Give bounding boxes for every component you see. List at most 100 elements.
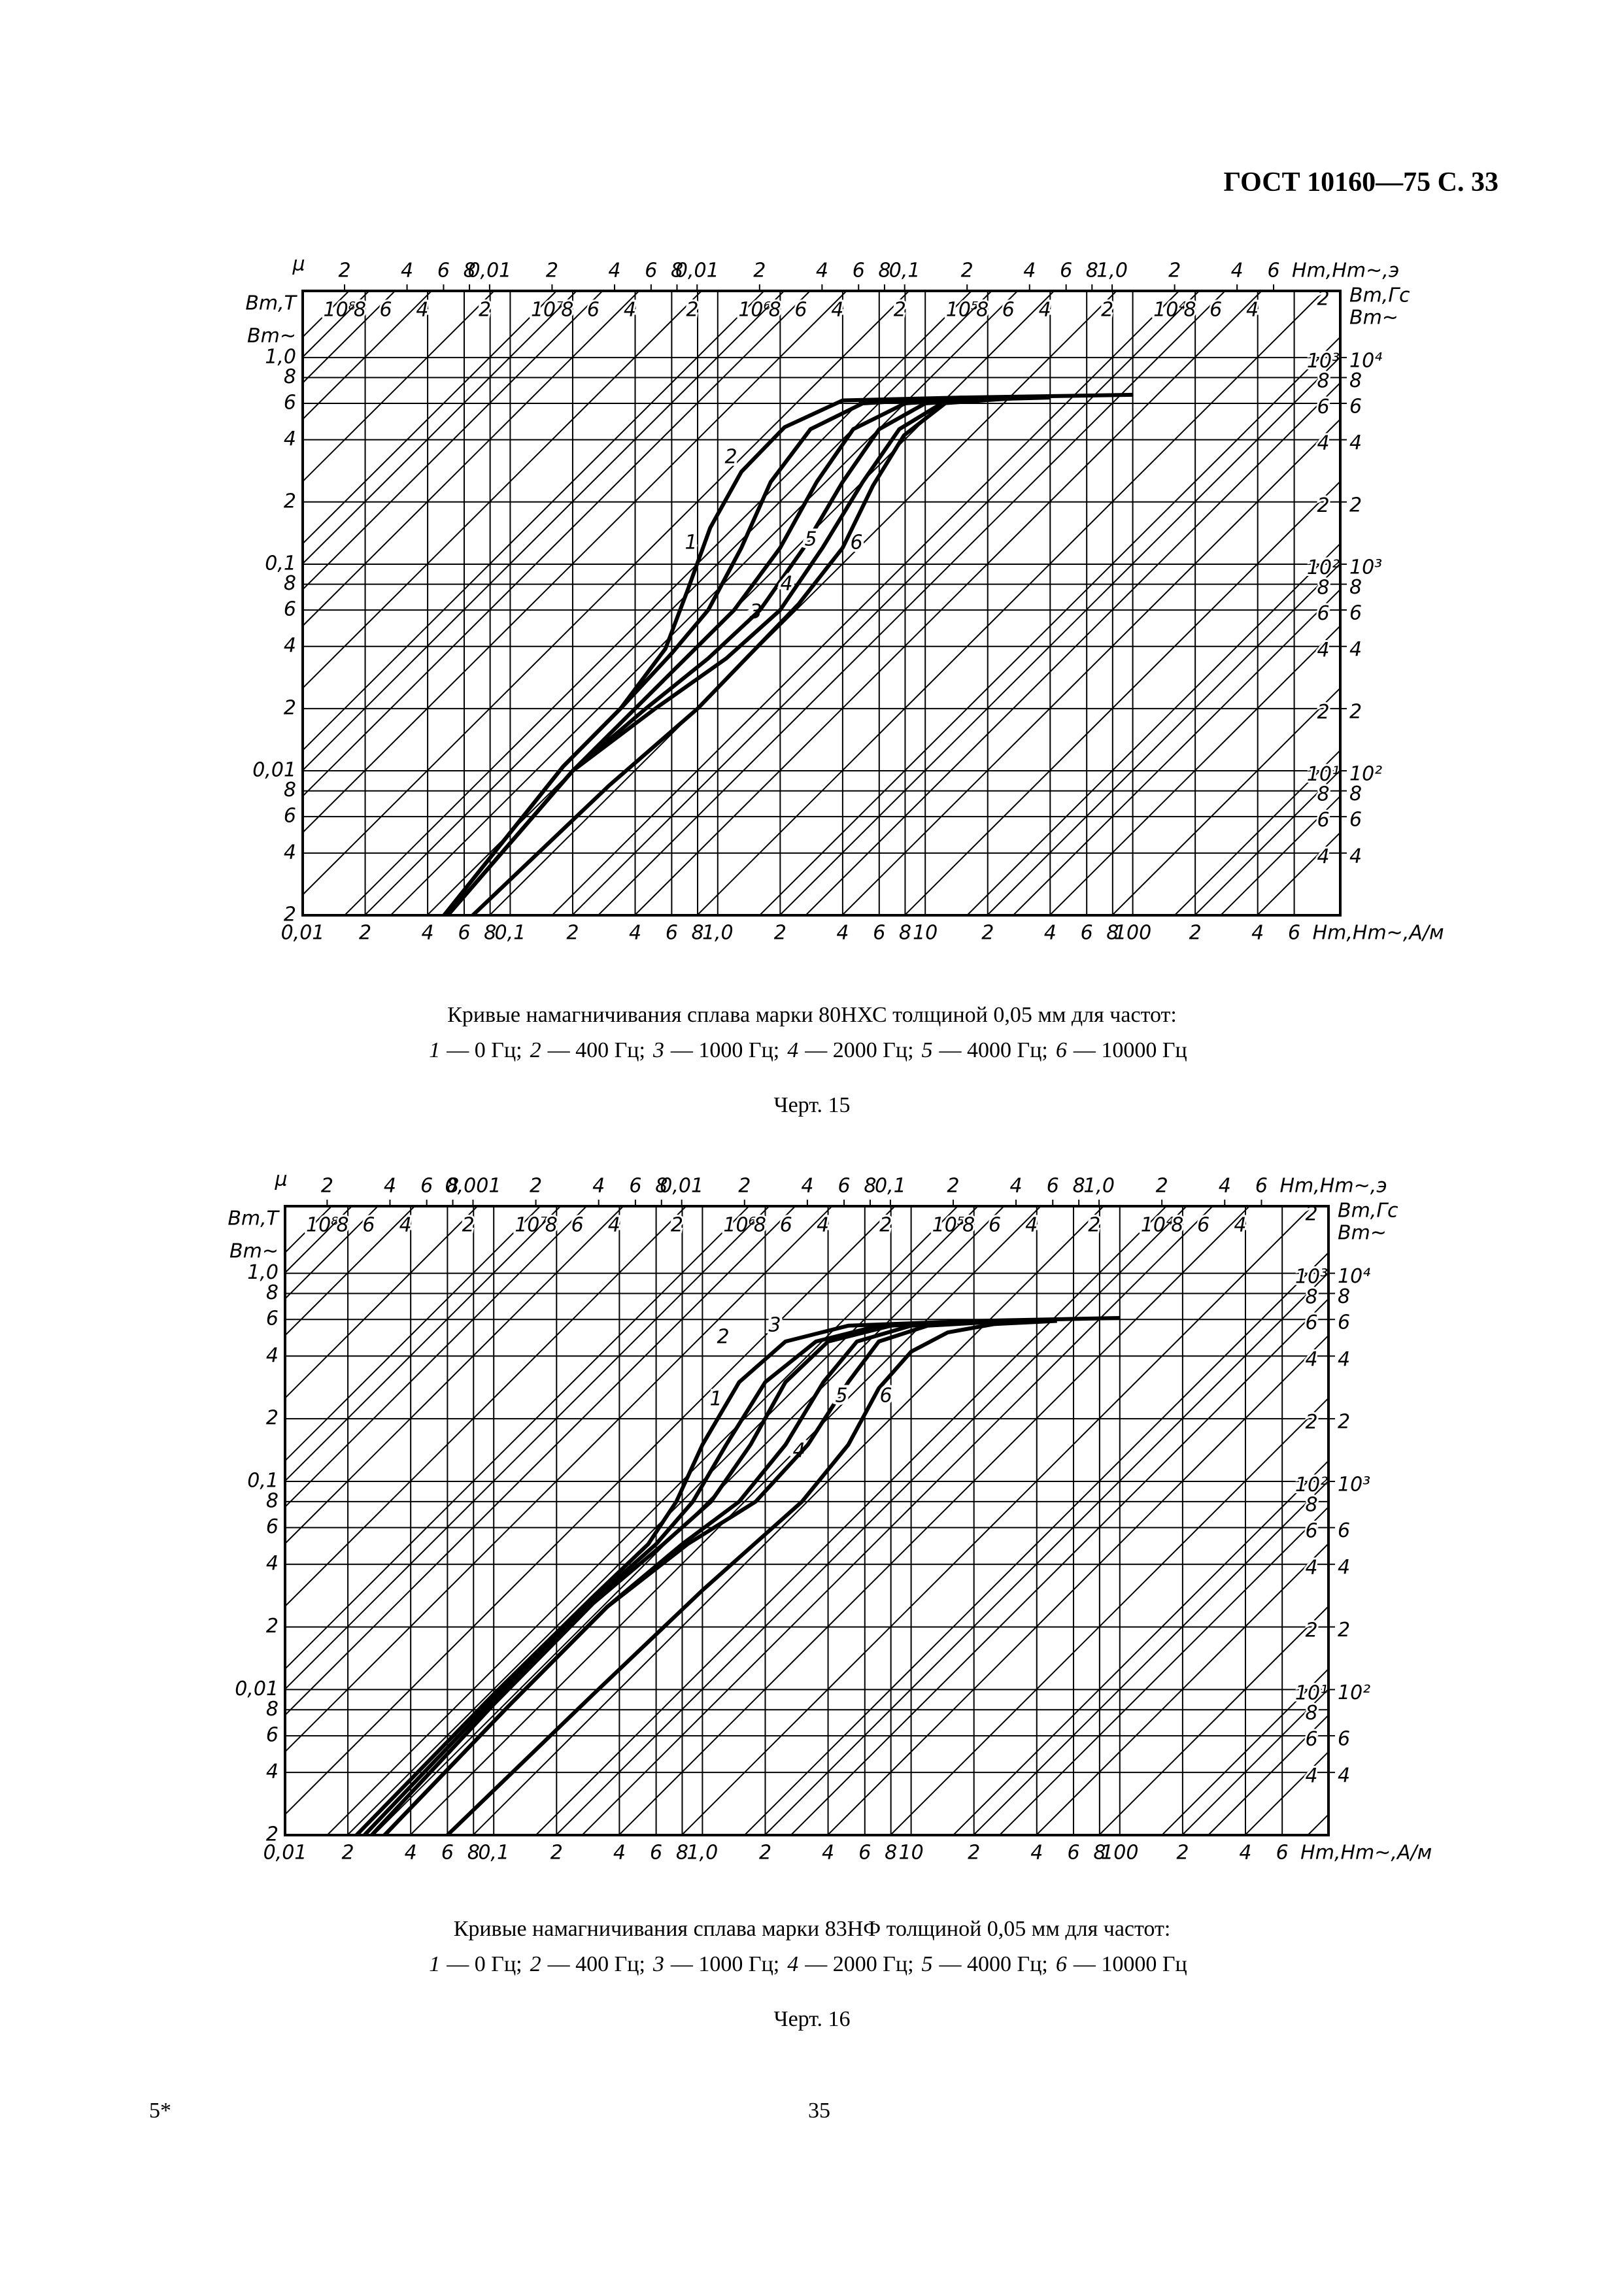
x-tick-label: 6 [1081, 922, 1093, 945]
mu-line [1244, 1751, 1329, 1836]
x2-tick-label: 4 [1231, 260, 1243, 282]
legend-number: 2 [530, 1952, 541, 1976]
mu-line [1194, 769, 1341, 916]
x-tick-label: 2 [981, 922, 994, 945]
mu-label: 6 [780, 1214, 792, 1237]
y-tick-label: 2 [284, 696, 296, 719]
caption: Кривые намагничивания сплава марки 83НФ … [0, 1912, 1624, 1982]
y2-tick-label: 2 [1338, 1619, 1350, 1642]
mu-label: 6 [1317, 396, 1329, 418]
mu-label: 4 [1039, 299, 1051, 322]
mu-line [284, 1206, 479, 1399]
mu-label: 10³ [1295, 1265, 1328, 1288]
y-tick-label: 2 [266, 1407, 279, 1430]
y2-tick-label: 8 [1349, 369, 1362, 392]
mu-label: 8 [1305, 1285, 1317, 1308]
x-tick-label: 10 [899, 1842, 924, 1865]
mu-label: 10⁸ [324, 299, 356, 322]
y2-axis-label: Bm~ [1338, 1222, 1387, 1245]
y-axis-label: Bm,T [228, 1207, 280, 1230]
mu-line [326, 1206, 958, 1836]
y2-tick-label: 2 [1349, 494, 1362, 516]
x-tick-label: 8 [1106, 922, 1119, 945]
y2-tick-label: 10² [1338, 1681, 1370, 1704]
y2-tick-label: 6 [1349, 809, 1362, 832]
y-tick-label: 4 [284, 428, 296, 450]
mu-line [1036, 1543, 1329, 1836]
mu-line [302, 290, 557, 545]
y2-tick-label: 4 [1338, 1348, 1350, 1371]
mu-label: 4 [624, 299, 636, 322]
mu-label: 4 [831, 299, 843, 322]
x-tick-label: 4 [629, 922, 641, 945]
y-tick-label: 0,01 [235, 1678, 279, 1700]
legend-text: — 1000 Гц; [670, 1038, 780, 1062]
legend-text: — 4000 Гц; [939, 1038, 1048, 1062]
mu-line [1208, 1714, 1329, 1836]
mu-label: 4 [1317, 639, 1329, 662]
mu-line [598, 290, 1226, 916]
mu-label: 8 [545, 1214, 558, 1237]
mu-line [551, 290, 1180, 916]
mu-label: 8 [561, 299, 573, 322]
mu-line [284, 1206, 332, 1253]
mu-line [571, 290, 1200, 916]
mu-line [1174, 749, 1341, 916]
x-tick-label: 6 [1276, 1842, 1289, 1865]
mu-label: 4 [1305, 1764, 1317, 1787]
mu-label: 8 [336, 1214, 348, 1237]
x-tick-label: 2 [1176, 1842, 1189, 1865]
mu-line [1098, 1606, 1329, 1836]
x-tick-label: 6 [650, 1842, 662, 1865]
mu-line [302, 290, 577, 564]
x2-tick-label: 1,0 [1083, 1175, 1115, 1198]
x2-tick-label: 8 [447, 1175, 459, 1198]
mu-line [535, 1206, 1167, 1836]
y-tick-label: 1,0 [265, 345, 296, 368]
mu-line [1049, 625, 1341, 916]
x-tick-label: 6 [666, 922, 678, 945]
x-tick-label: 8 [691, 922, 703, 945]
mu-label: 4 [1025, 1214, 1038, 1237]
legend-number: 1 [429, 1952, 441, 1976]
mu-label: 6 [1305, 1311, 1317, 1334]
y2-tick-label: 6 [1349, 395, 1362, 418]
x2-tick-label: 2 [1156, 1175, 1168, 1198]
mu-line [344, 290, 972, 916]
x2-tick-label: 4 [592, 1175, 605, 1198]
mu-axis-label: μ [274, 1168, 287, 1191]
footer-mark: 5* [149, 2099, 171, 2123]
mu-label: 10⁶ [723, 1214, 756, 1237]
legend-text: — 0 Гц; [447, 1952, 522, 1976]
y2-tick-label: 6 [1338, 1519, 1350, 1542]
curve [446, 1319, 1057, 1837]
mu-label: 4 [817, 1214, 829, 1237]
legend-number: 3 [652, 1038, 664, 1062]
mu-line [759, 336, 1341, 916]
y-tick-label: 8 [266, 1698, 279, 1721]
legend-number: 5 [921, 1038, 933, 1062]
curve [446, 396, 988, 917]
y2-tick-label: 8 [1349, 576, 1362, 599]
mu-label: 6 [1197, 1214, 1210, 1237]
mu-label: 6 [1317, 602, 1329, 625]
y-tick-label: 8 [266, 1489, 279, 1512]
mu-label: 8 [1305, 1494, 1317, 1517]
caption: Кривые намагничивания сплава марки 80НХС… [0, 998, 1624, 1068]
y-tick-label: 4 [266, 1344, 279, 1367]
x2-axis-label: Hm,Hm~,э [1292, 260, 1399, 282]
mu-label: 4 [1305, 1348, 1317, 1371]
y-tick-label: 4 [284, 634, 296, 657]
y2-tick-label: 10⁴ [1338, 1265, 1370, 1288]
y2-tick-label: 10³ [1349, 556, 1382, 579]
x-tick-label: 0,1 [478, 1842, 509, 1865]
x2-tick-label: 0,01 [675, 260, 719, 282]
mu-label: 8 [1171, 1214, 1183, 1237]
curve-label: 5 [835, 1385, 847, 1408]
legend-text: — 1000 Гц; [670, 1952, 780, 1976]
curve [446, 396, 1024, 917]
x2-tick-label: 4 [1010, 1175, 1023, 1198]
x-tick-label: 10 [913, 922, 938, 945]
mu-line [581, 1206, 1213, 1836]
